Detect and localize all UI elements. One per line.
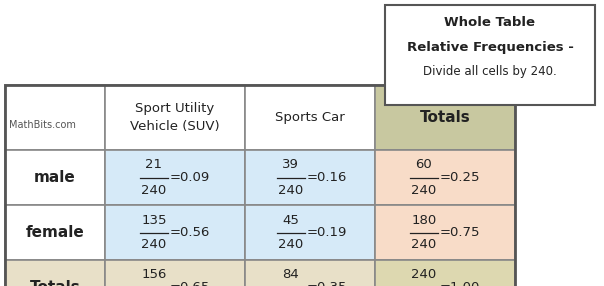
Text: MathBits.com: MathBits.com — [9, 120, 76, 130]
Text: Totals: Totals — [420, 110, 471, 125]
Text: 240: 240 — [411, 184, 437, 196]
Text: =0.25: =0.25 — [440, 171, 481, 184]
Text: 156: 156 — [141, 269, 167, 281]
Bar — [245, 205, 375, 260]
Text: Sports Car: Sports Car — [275, 111, 345, 124]
Bar — [5, 205, 105, 260]
Bar — [5, 85, 105, 150]
Bar — [5, 150, 105, 205]
Bar — [375, 205, 515, 260]
Bar — [105, 150, 245, 205]
Text: 240: 240 — [411, 239, 437, 251]
Text: female: female — [25, 225, 85, 240]
Bar — [105, 260, 245, 286]
Bar — [105, 205, 245, 260]
Text: Relative Frequencies -: Relative Frequencies - — [406, 41, 573, 53]
Bar — [245, 85, 375, 150]
Bar — [385, 5, 595, 105]
Text: 240: 240 — [411, 269, 437, 281]
Text: =0.75: =0.75 — [440, 226, 481, 239]
Text: =1.00: =1.00 — [440, 281, 480, 286]
Bar — [5, 85, 515, 286]
Text: 135: 135 — [141, 214, 167, 227]
Bar — [375, 85, 515, 150]
Text: 240: 240 — [278, 184, 303, 196]
Text: 84: 84 — [282, 269, 299, 281]
Text: =0.09: =0.09 — [170, 171, 210, 184]
Bar — [5, 260, 105, 286]
Bar — [375, 260, 515, 286]
Text: Totals: Totals — [30, 280, 80, 286]
Text: =0.19: =0.19 — [306, 226, 347, 239]
Text: 39: 39 — [282, 158, 299, 172]
Bar — [105, 85, 245, 150]
Text: =0.56: =0.56 — [170, 226, 210, 239]
Text: 45: 45 — [282, 214, 299, 227]
Text: 21: 21 — [146, 158, 162, 172]
Text: 60: 60 — [416, 158, 432, 172]
Text: =0.65: =0.65 — [170, 281, 210, 286]
Text: Whole Table: Whole Table — [445, 17, 536, 29]
Bar — [245, 260, 375, 286]
Text: Sport Utility
Vehicle (SUV): Sport Utility Vehicle (SUV) — [130, 102, 220, 133]
Text: =0.35: =0.35 — [306, 281, 347, 286]
Text: male: male — [34, 170, 76, 185]
Text: 180: 180 — [411, 214, 437, 227]
Text: 240: 240 — [278, 239, 303, 251]
Text: 240: 240 — [141, 239, 167, 251]
Text: Divide all cells by 240.: Divide all cells by 240. — [423, 65, 557, 78]
Bar — [245, 150, 375, 205]
Text: 240: 240 — [141, 184, 167, 196]
Text: =0.16: =0.16 — [306, 171, 347, 184]
Bar — [375, 150, 515, 205]
